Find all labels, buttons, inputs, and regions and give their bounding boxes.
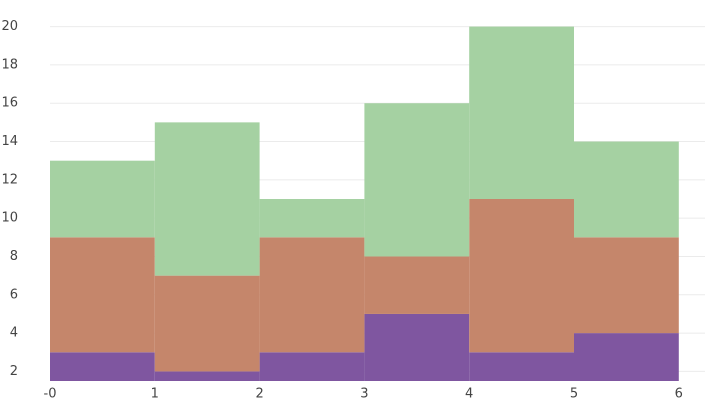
area-step: [364, 313, 470, 381]
area-step: [154, 122, 260, 276]
area-step: [154, 371, 260, 381]
y-tick-label: 16: [1, 96, 18, 111]
y-tick-label: 6: [10, 287, 18, 302]
y-tick-label: 10: [1, 211, 18, 226]
area-step: [469, 352, 574, 381]
y-tick-label: 2: [10, 364, 18, 379]
area-step: [574, 141, 679, 238]
y-tick-label: 14: [1, 134, 18, 149]
x-tick-label: 1: [151, 387, 159, 402]
area-step: [364, 103, 470, 257]
y-tick-label: 18: [1, 57, 18, 72]
area-step: [50, 237, 155, 353]
x-tick-label: -0: [44, 387, 57, 402]
area-step: [574, 333, 679, 381]
area-step: [50, 352, 155, 381]
area-step: [259, 199, 365, 238]
y-tick-label: 8: [10, 249, 18, 264]
plot-area: [50, 26, 679, 381]
x-tick-label: 5: [570, 387, 578, 402]
area-step: [259, 237, 365, 353]
area-step: [50, 160, 155, 238]
x-tick-label: 4: [465, 387, 473, 402]
area-step: [259, 352, 365, 381]
x-tick-label: 6: [675, 387, 683, 402]
y-tick-label: 4: [10, 326, 18, 341]
area-step: [469, 199, 574, 353]
area-step: [154, 275, 260, 372]
area-step: [364, 256, 470, 314]
area-step: [574, 237, 679, 334]
x-tick-label: 3: [360, 387, 368, 402]
y-tick-label: 20: [1, 19, 18, 34]
x-tick-label: 2: [255, 387, 263, 402]
y-tick-label: 12: [1, 172, 18, 187]
area-step: [469, 26, 574, 199]
